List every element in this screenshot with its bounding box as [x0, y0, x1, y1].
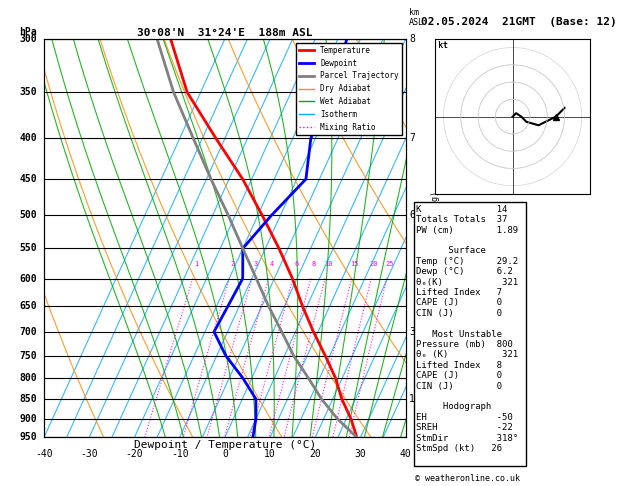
- Text: 800: 800: [19, 373, 36, 383]
- Text: 300: 300: [19, 34, 36, 44]
- Legend: Temperature, Dewpoint, Parcel Trajectory, Dry Adiabat, Wet Adiabat, Isotherm, Mi: Temperature, Dewpoint, Parcel Trajectory…: [296, 43, 402, 135]
- Text: 7: 7: [409, 133, 415, 143]
- Text: 1: 1: [409, 394, 415, 404]
- Text: 10: 10: [324, 261, 333, 267]
- Text: 600: 600: [19, 274, 36, 283]
- Text: 650: 650: [19, 301, 36, 311]
- Text: -10: -10: [171, 450, 189, 459]
- Text: 20: 20: [309, 450, 321, 459]
- Text: kt: kt: [438, 40, 448, 50]
- Text: 8: 8: [312, 261, 316, 267]
- Text: 40: 40: [400, 450, 411, 459]
- Text: 350: 350: [19, 87, 36, 97]
- Text: kt: kt: [438, 40, 448, 50]
- Text: 900: 900: [19, 414, 36, 424]
- Text: 02.05.2024  21GMT  (Base: 12): 02.05.2024 21GMT (Base: 12): [421, 17, 617, 27]
- Text: 500: 500: [19, 210, 36, 221]
- Text: 6: 6: [409, 210, 415, 221]
- Text: 700: 700: [19, 327, 36, 337]
- Text: © weatheronline.co.uk: © weatheronline.co.uk: [415, 474, 520, 483]
- Text: 6: 6: [294, 261, 298, 267]
- Text: 15: 15: [350, 261, 359, 267]
- Text: 1: 1: [194, 261, 199, 267]
- Text: -40: -40: [35, 450, 53, 459]
- Title: 30°08'N  31°24'E  188m ASL: 30°08'N 31°24'E 188m ASL: [137, 28, 313, 38]
- Text: 750: 750: [19, 351, 36, 361]
- Text: Mixing Ratio (g/kg): Mixing Ratio (g/kg): [431, 191, 440, 286]
- Text: 10: 10: [264, 450, 276, 459]
- Text: 950: 950: [19, 433, 36, 442]
- Text: 8: 8: [409, 34, 415, 44]
- Text: km
ASL: km ASL: [409, 7, 425, 27]
- Text: 450: 450: [19, 174, 36, 184]
- Text: -30: -30: [81, 450, 98, 459]
- Text: 4: 4: [270, 261, 274, 267]
- Text: 0: 0: [222, 450, 228, 459]
- Text: 550: 550: [19, 243, 36, 253]
- Text: 3: 3: [253, 261, 257, 267]
- Text: K              14
Totals Totals  37
PW (cm)        1.89
                    
   : K 14 Totals Totals 37 PW (cm) 1.89: [416, 205, 524, 463]
- Text: -20: -20: [126, 450, 143, 459]
- Text: hPa: hPa: [19, 27, 36, 37]
- Text: 20: 20: [370, 261, 379, 267]
- Text: 850: 850: [19, 394, 36, 404]
- X-axis label: Dewpoint / Temperature (°C): Dewpoint / Temperature (°C): [134, 440, 316, 450]
- Text: 25: 25: [386, 261, 394, 267]
- Text: 2: 2: [231, 261, 235, 267]
- Text: 30: 30: [355, 450, 366, 459]
- Text: 3: 3: [409, 327, 415, 337]
- Text: 400: 400: [19, 133, 36, 143]
